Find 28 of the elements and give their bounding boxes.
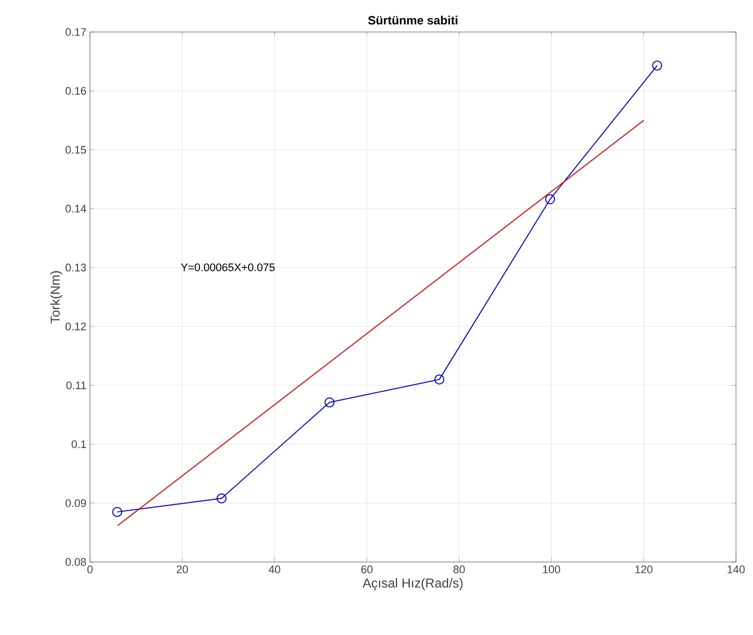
y-tick-label: 0.17: [66, 28, 86, 36]
annotation: Y=0.00065X+0.075: [180, 263, 275, 272]
x-tick-label: 100: [543, 566, 560, 574]
y-tick-label: 0.1: [72, 440, 86, 448]
point: [545, 194, 556, 204]
y-tick-label: 0.09: [66, 499, 86, 507]
x-tick-label: 40: [268, 566, 280, 574]
y-axis-title: Tork(Nm): [50, 271, 62, 324]
x-tick-label: 120: [635, 566, 652, 574]
x-tick-label: 80: [454, 566, 465, 574]
chart-title: Sürtünme sabiti: [368, 16, 458, 24]
x-axis-title: Açısal Hız(Rad/s): [362, 578, 463, 590]
x-tick-label: 60: [361, 566, 373, 574]
y-tick-label: 0.13: [66, 264, 86, 272]
point: [112, 506, 122, 517]
x-tick-label: 0: [87, 566, 93, 574]
point: [216, 493, 227, 504]
x-tick-label: 140: [728, 566, 745, 574]
y-tick-label: 0.11: [66, 381, 86, 390]
y-tick-label: 0.16: [66, 87, 86, 95]
y-tick-label: 0.15: [66, 146, 86, 154]
x-tick-label: 20: [176, 566, 188, 574]
point: [434, 374, 444, 384]
y-tick-label: 0.08: [66, 558, 86, 566]
y-tick-label: 0.12: [66, 322, 86, 330]
point: [652, 60, 662, 71]
y-tick-label: 0.14: [66, 204, 86, 213]
point: [324, 397, 334, 408]
